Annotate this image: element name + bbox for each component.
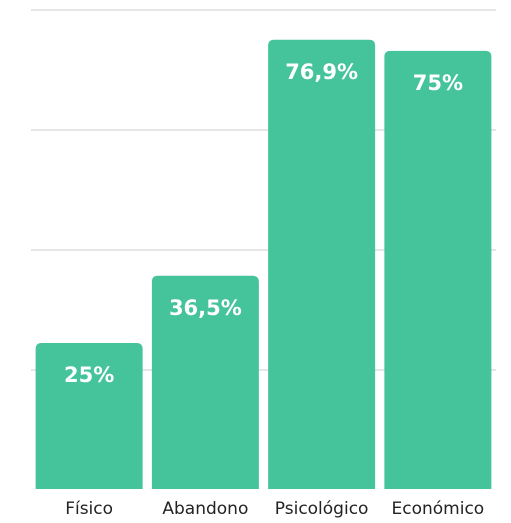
category-label: Físico (65, 499, 113, 519)
data-label: 76,9% (285, 60, 358, 84)
data-label: 75% (413, 71, 463, 95)
data-labels: 25% 36,5% 76,9% 75% (64, 60, 463, 387)
bar (268, 39, 376, 489)
data-label: 36,5% (169, 296, 242, 320)
bars (35, 39, 492, 489)
bar (151, 275, 259, 489)
bar (384, 50, 492, 489)
category-label: Económico (392, 499, 485, 519)
category-labels: Físico Abandono Psicológico Económico (65, 499, 484, 519)
data-label: 25% (64, 363, 114, 387)
category-label: Abandono (162, 499, 248, 519)
bar (35, 342, 143, 489)
category-label: Psicológico (275, 499, 369, 519)
